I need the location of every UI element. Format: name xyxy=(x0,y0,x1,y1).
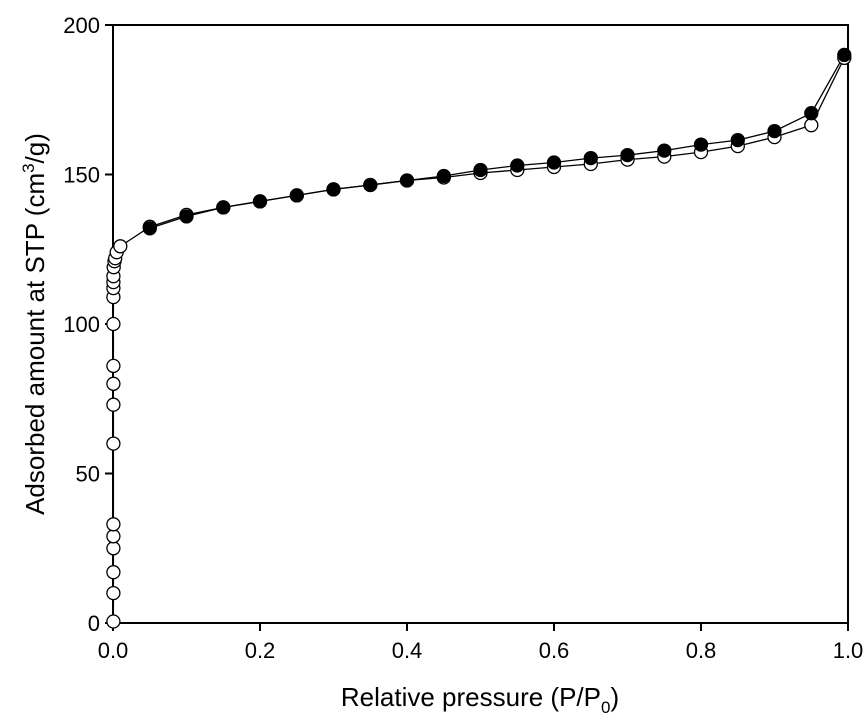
filled-point xyxy=(620,147,635,163)
x-tick-label: 0.2 xyxy=(245,638,276,663)
x-axis: 0.0 0.2 0.4 0.6 0.8 1.0 xyxy=(98,623,864,663)
filled-point xyxy=(730,132,745,148)
filled-point xyxy=(693,137,709,152)
filled-point xyxy=(363,177,378,193)
open-point xyxy=(804,118,819,133)
open-point xyxy=(113,239,128,254)
filled-point xyxy=(216,200,231,215)
open-point xyxy=(106,517,121,532)
filled-point xyxy=(767,123,782,139)
open-point xyxy=(106,436,121,451)
open-point xyxy=(106,541,121,556)
filled-point xyxy=(657,143,672,158)
y-tick-label: 50 xyxy=(76,462,100,487)
filled-point xyxy=(804,106,819,121)
filled-point xyxy=(583,150,598,166)
filled-point xyxy=(546,155,562,170)
filled-point xyxy=(473,162,488,178)
filled-point xyxy=(289,188,304,203)
x-axis-title: Relative pressure (P/P0) xyxy=(341,682,619,717)
open-point xyxy=(106,614,121,629)
open-point xyxy=(106,529,121,544)
filled-point xyxy=(179,209,194,224)
filled-point xyxy=(252,194,268,209)
filled-point xyxy=(326,182,341,197)
open-point xyxy=(106,585,121,601)
y-tick-label: 150 xyxy=(63,163,100,188)
open-point xyxy=(106,358,121,374)
x-tick-label: 0.8 xyxy=(686,638,717,663)
open-point xyxy=(106,376,121,391)
y-axis-title: Adsorbed amount at STP (cm3/g) xyxy=(19,133,50,515)
series-line-open xyxy=(112,57,845,622)
open-point xyxy=(106,565,121,580)
y-tick-label: 0 xyxy=(88,611,100,636)
open-point xyxy=(106,397,121,412)
x-tick-label: 0.6 xyxy=(539,638,570,663)
filled-point xyxy=(436,168,451,184)
filled-point xyxy=(837,47,852,63)
filled-point xyxy=(510,158,525,173)
filled-point xyxy=(142,221,157,236)
y-tick-label: 200 xyxy=(63,13,100,38)
series-layer xyxy=(106,47,852,629)
x-tick-label: 1.0 xyxy=(833,638,864,663)
x-tick-label: 0.4 xyxy=(392,638,423,663)
x-tick-label: 0.0 xyxy=(98,638,129,663)
plot-frame xyxy=(112,24,849,624)
open-point xyxy=(106,316,121,332)
y-axis: 0 50 100 150 200 xyxy=(63,13,113,636)
filled-point xyxy=(399,173,415,188)
y-tick-label: 100 xyxy=(63,312,100,337)
